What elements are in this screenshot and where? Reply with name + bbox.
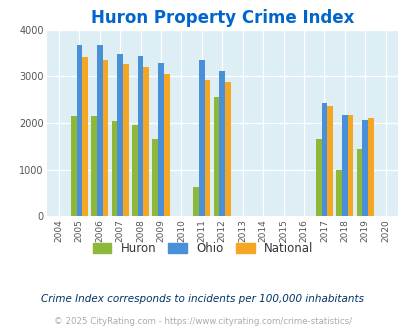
Bar	[225, 82, 230, 216]
Bar	[193, 187, 198, 216]
Bar	[70, 116, 76, 216]
Bar	[341, 115, 347, 216]
Bar	[367, 118, 373, 216]
Bar	[326, 106, 332, 216]
Bar	[219, 71, 225, 216]
Bar	[137, 56, 143, 216]
Bar	[204, 80, 210, 216]
Bar	[158, 63, 164, 216]
Bar	[143, 67, 149, 216]
Bar	[76, 45, 82, 216]
Bar	[213, 97, 219, 216]
Bar	[347, 115, 352, 216]
Bar	[335, 170, 341, 216]
Bar	[315, 139, 321, 216]
Bar	[321, 103, 326, 216]
Title: Huron Property Crime Index: Huron Property Crime Index	[90, 9, 353, 27]
Bar	[198, 59, 204, 216]
Text: Crime Index corresponds to incidents per 100,000 inhabitants: Crime Index corresponds to incidents per…	[41, 294, 364, 304]
Bar	[102, 60, 108, 216]
Text: © 2025 CityRating.com - https://www.cityrating.com/crime-statistics/: © 2025 CityRating.com - https://www.city…	[54, 317, 351, 326]
Bar	[356, 149, 361, 216]
Legend: Huron, Ohio, National: Huron, Ohio, National	[87, 237, 318, 260]
Bar	[117, 54, 123, 216]
Bar	[152, 139, 158, 216]
Bar	[82, 57, 88, 216]
Bar	[361, 120, 367, 216]
Bar	[91, 116, 97, 216]
Bar	[111, 120, 117, 216]
Bar	[164, 74, 169, 216]
Bar	[132, 125, 137, 216]
Bar	[123, 64, 128, 216]
Bar	[97, 45, 102, 216]
